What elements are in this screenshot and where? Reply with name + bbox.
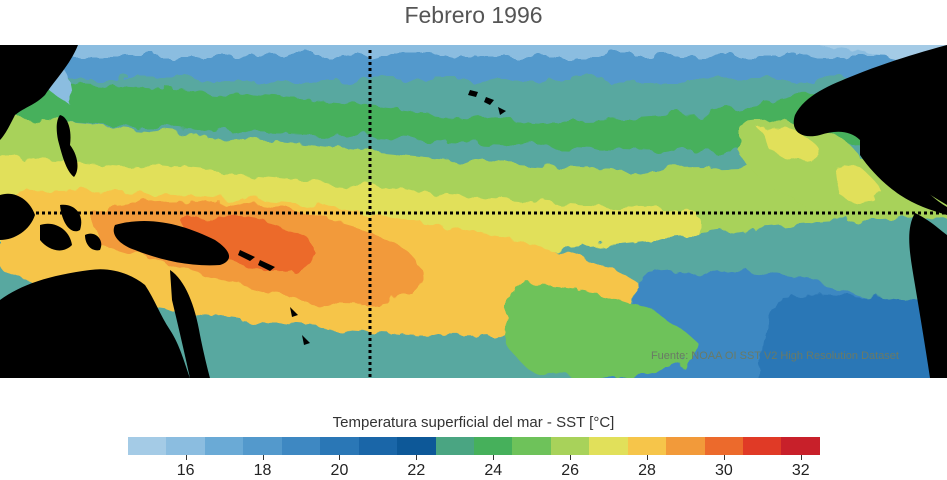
land-indonesia (60, 204, 102, 251)
land-americas (793, 45, 947, 205)
colorbar-swatch (704, 437, 743, 455)
source-credit: Fuente: NOAA OI SST V2 High Resolution D… (650, 350, 899, 362)
colorbar-tick (800, 455, 802, 460)
colorbar-swatch (550, 437, 590, 455)
colorbar-tick-label: 18 (253, 462, 272, 479)
colorbar-swatch (627, 437, 667, 455)
colorbar-tick-label: 22 (407, 462, 426, 479)
sst-map (0, 45, 947, 378)
colorbar-tick-label: 16 (176, 462, 195, 479)
land-south-america (909, 213, 947, 378)
colorbar-ticks (128, 455, 820, 463)
colorbar-tick-label: 32 (791, 462, 810, 479)
colorbar-swatch (781, 437, 820, 455)
colorbar-tick (723, 455, 725, 460)
colorbar-swatch (397, 437, 436, 455)
colorbar-swatch (320, 437, 359, 455)
land-asia (0, 45, 78, 140)
land-hawaii (468, 90, 506, 115)
land-australia (0, 269, 190, 378)
colorbar-swatch (358, 437, 398, 455)
land-borneo-sumatra (0, 193, 72, 251)
colorbar-swatch (243, 437, 282, 455)
colorbar-tick-label: 24 (484, 462, 503, 479)
map-title: Febrero 1996 (404, 2, 543, 28)
colorbar-tick (185, 455, 187, 460)
land-caribbean (868, 105, 925, 125)
land-new-guinea (113, 220, 230, 266)
colorbar-tick (493, 455, 495, 460)
land-east-australia (170, 270, 210, 378)
land-philippines (56, 115, 78, 177)
colorbar-tick-label: 30 (714, 462, 733, 479)
colorbar-tick-label: 28 (638, 462, 656, 479)
colorbar-swatch (281, 437, 321, 455)
colorbar-swatch (743, 437, 782, 455)
colorbar-tick (570, 455, 572, 460)
colorbar-swatch (166, 437, 205, 455)
colorbar-tick (647, 455, 648, 460)
colorbar-tick-label: 26 (561, 462, 580, 479)
colorbar-swatch (473, 437, 513, 455)
land (0, 45, 947, 378)
land-central-america (860, 140, 947, 215)
colorbar-swatch (435, 437, 474, 455)
colorbar-tick (262, 455, 264, 460)
colorbar-swatch (128, 437, 167, 455)
colorbar-title: Temperatura superficial del mar - SST [°… (332, 414, 615, 431)
colorbar-swatch (589, 437, 628, 455)
colorbar-tick (416, 455, 418, 460)
colorbar-swatch (666, 437, 705, 455)
colorbar-swatch (512, 437, 551, 455)
colorbar-tick (339, 455, 341, 460)
colorbar-tick-label: 20 (330, 462, 349, 479)
colorbar (128, 437, 820, 455)
colorbar-swatch (204, 437, 244, 455)
